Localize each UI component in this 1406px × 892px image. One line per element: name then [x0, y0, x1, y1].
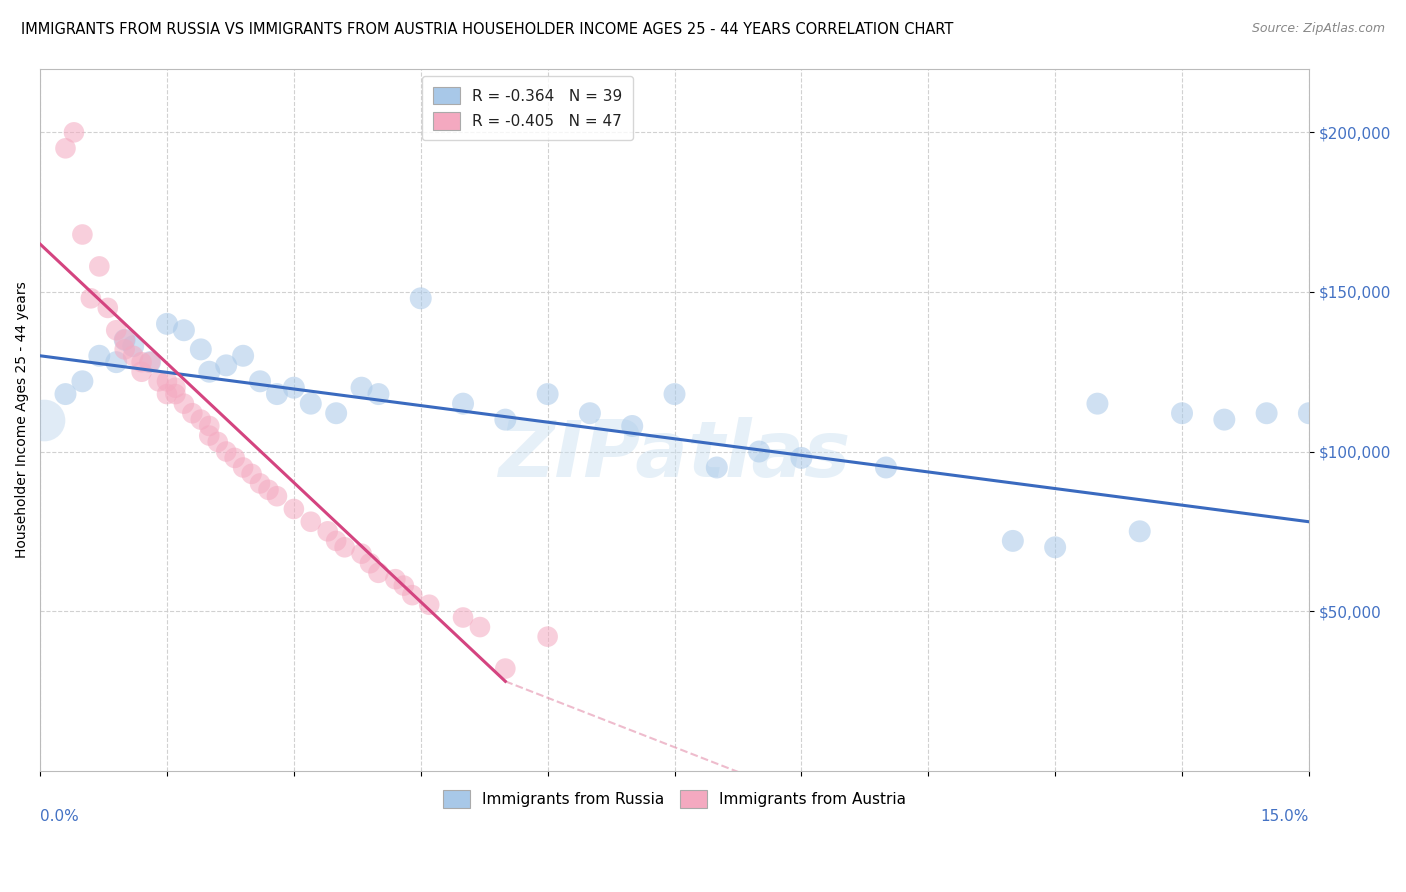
Point: [283, 502, 305, 516]
Point: [468, 620, 491, 634]
Point: [333, 541, 356, 555]
Point: [89, 349, 111, 363]
Point: [664, 387, 686, 401]
Point: [1043, 541, 1066, 555]
Point: [350, 381, 373, 395]
Point: [384, 572, 406, 586]
Point: [249, 476, 271, 491]
Point: [418, 598, 440, 612]
Point: [131, 365, 153, 379]
Point: [114, 343, 136, 357]
Point: [748, 444, 770, 458]
Y-axis label: Householder Income Ages 25 - 44 years: Householder Income Ages 25 - 44 years: [15, 281, 30, 558]
Point: [1298, 406, 1320, 420]
Point: [266, 387, 288, 401]
Point: [156, 317, 179, 331]
Point: [80, 291, 103, 305]
Text: ZIPatlas: ZIPatlas: [498, 417, 851, 492]
Point: [257, 483, 280, 497]
Point: [63, 125, 86, 139]
Point: [139, 355, 162, 369]
Legend: Immigrants from Russia, Immigrants from Austria: Immigrants from Russia, Immigrants from …: [434, 783, 914, 815]
Point: [875, 460, 897, 475]
Point: [165, 381, 187, 395]
Point: [105, 323, 128, 337]
Point: [621, 419, 644, 434]
Point: [536, 387, 558, 401]
Point: [249, 374, 271, 388]
Point: [266, 489, 288, 503]
Text: IMMIGRANTS FROM RUSSIA VS IMMIGRANTS FROM AUSTRIA HOUSEHOLDER INCOME AGES 25 - 4: IMMIGRANTS FROM RUSSIA VS IMMIGRANTS FRO…: [21, 22, 953, 37]
Point: [173, 323, 195, 337]
Point: [350, 547, 373, 561]
Text: Source: ZipAtlas.com: Source: ZipAtlas.com: [1251, 22, 1385, 36]
Point: [156, 374, 179, 388]
Point: [1001, 533, 1024, 548]
Point: [114, 333, 136, 347]
Point: [1129, 524, 1152, 539]
Point: [165, 387, 187, 401]
Point: [451, 610, 474, 624]
Point: [299, 397, 322, 411]
Point: [72, 227, 94, 242]
Point: [122, 349, 145, 363]
Point: [706, 460, 728, 475]
Point: [325, 406, 347, 420]
Point: [72, 374, 94, 388]
Point: [207, 434, 229, 449]
Point: [34, 412, 56, 426]
Point: [232, 460, 254, 475]
Point: [1171, 406, 1194, 420]
Point: [325, 533, 347, 548]
Point: [283, 381, 305, 395]
Point: [494, 412, 516, 426]
Point: [316, 524, 339, 539]
Point: [1087, 397, 1109, 411]
Point: [215, 359, 238, 373]
Point: [579, 406, 602, 420]
Point: [114, 333, 136, 347]
Point: [190, 343, 212, 357]
Point: [401, 588, 423, 602]
Point: [367, 387, 389, 401]
Point: [494, 662, 516, 676]
Point: [240, 467, 263, 481]
Point: [190, 412, 212, 426]
Point: [139, 355, 162, 369]
Point: [198, 428, 221, 442]
Point: [173, 397, 195, 411]
Point: [131, 355, 153, 369]
Point: [105, 355, 128, 369]
Point: [790, 450, 813, 465]
Point: [409, 291, 432, 305]
Point: [181, 406, 204, 420]
Point: [359, 556, 381, 570]
Point: [1256, 406, 1278, 420]
Point: [198, 365, 221, 379]
Point: [198, 419, 221, 434]
Point: [392, 578, 415, 592]
Text: 15.0%: 15.0%: [1261, 809, 1309, 824]
Point: [367, 566, 389, 580]
Point: [148, 374, 170, 388]
Point: [55, 387, 77, 401]
Text: 0.0%: 0.0%: [41, 809, 79, 824]
Point: [89, 260, 111, 274]
Point: [156, 387, 179, 401]
Point: [451, 397, 474, 411]
Point: [224, 450, 246, 465]
Point: [1213, 412, 1236, 426]
Point: [55, 141, 77, 155]
Point: [536, 630, 558, 644]
Point: [97, 301, 120, 315]
Point: [232, 349, 254, 363]
Point: [122, 339, 145, 353]
Point: [299, 515, 322, 529]
Point: [215, 444, 238, 458]
